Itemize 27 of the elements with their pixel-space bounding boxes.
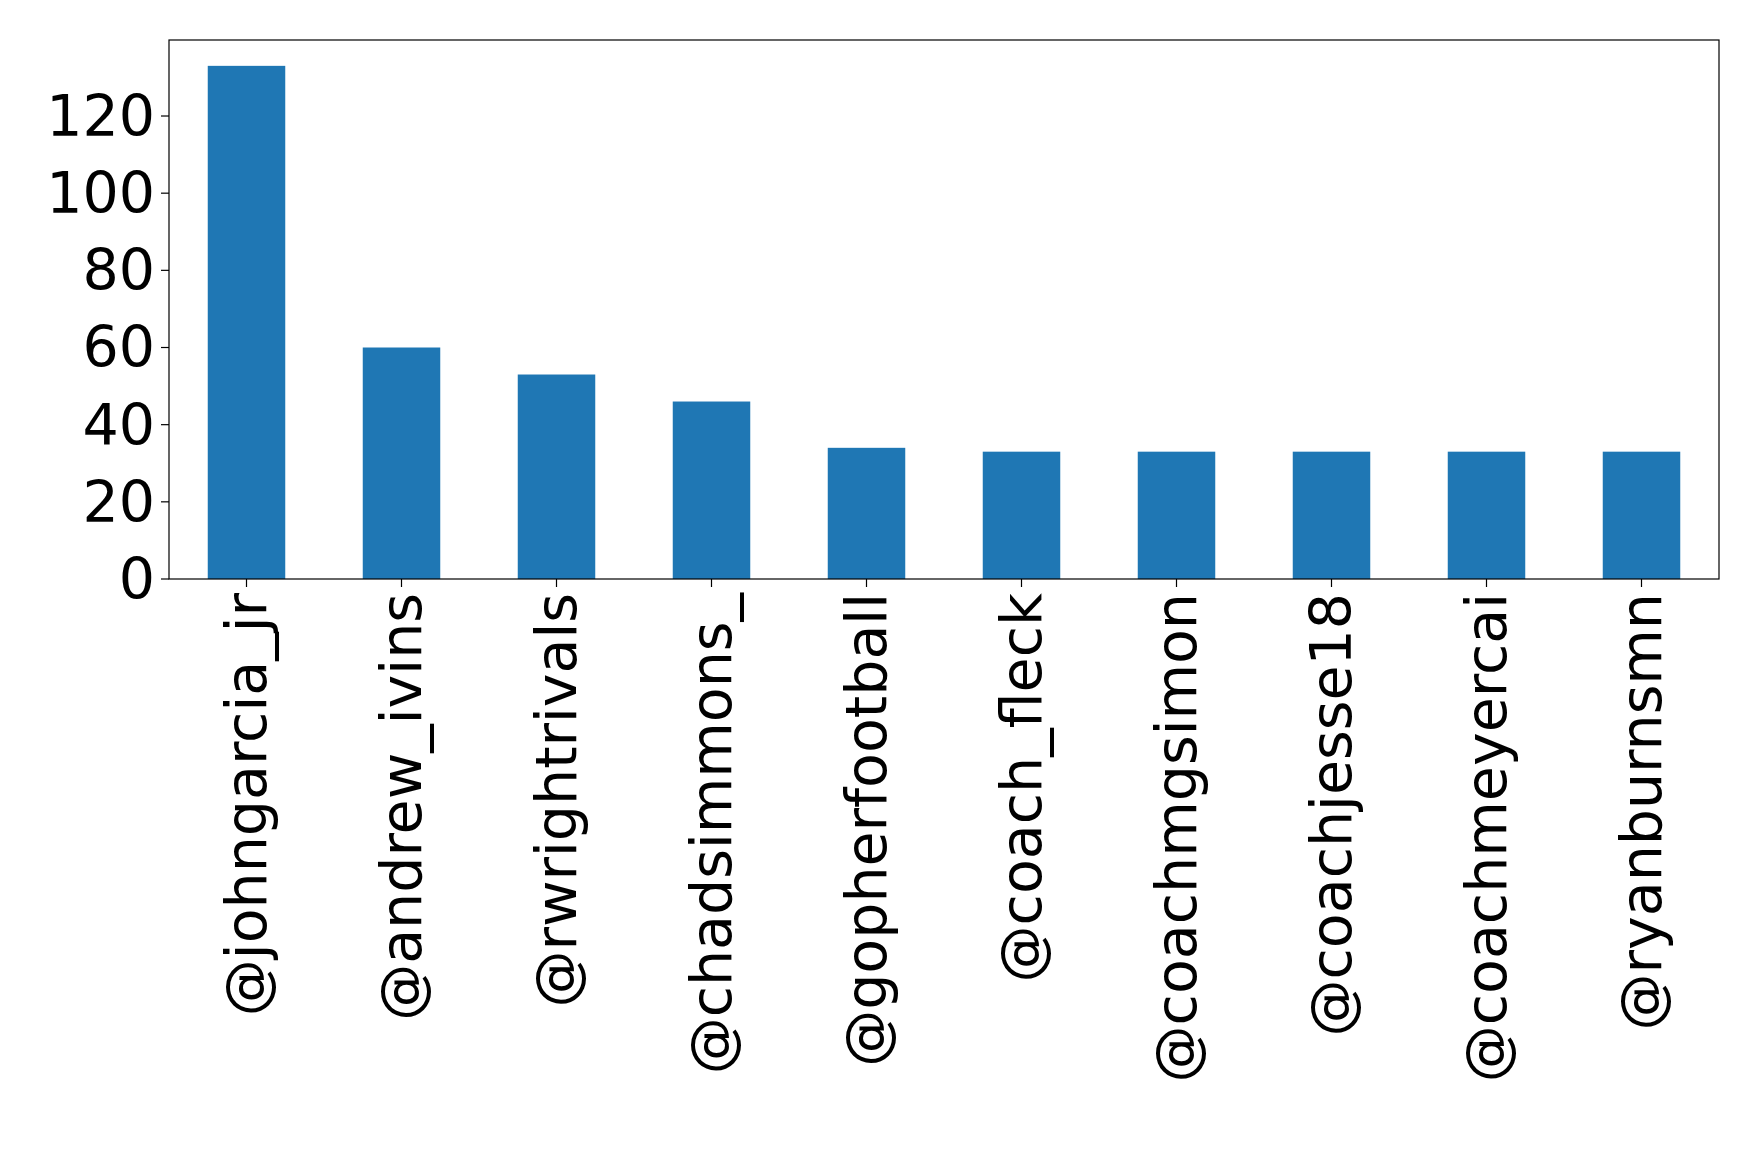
bar — [672, 401, 751, 579]
x-tick-label: @chadsimmons_ — [678, 591, 745, 1075]
bar — [362, 347, 441, 579]
y-tick-label: 80 — [82, 237, 155, 304]
x-tick-label: @johngarcia_jr — [213, 592, 280, 1017]
x-tick-label: @coachmeyercai — [1453, 593, 1520, 1083]
bar — [982, 451, 1061, 579]
y-tick-label: 100 — [46, 160, 155, 227]
bar — [517, 374, 596, 579]
bar — [1447, 451, 1526, 579]
bar — [1602, 451, 1681, 579]
y-tick-label: 20 — [82, 468, 155, 535]
y-tick-label: 60 — [82, 314, 155, 381]
x-tick-label: @coach_fleck — [988, 593, 1055, 983]
y-tick-label: 120 — [46, 82, 155, 149]
y-tick-label: 40 — [82, 391, 155, 458]
x-tick-label: @gopherfootball — [833, 593, 900, 1067]
y-tick-label: 0 — [118, 545, 155, 612]
x-tick-label: @coachjesse18 — [1298, 593, 1365, 1037]
bar — [207, 65, 286, 579]
x-tick-label: @ryanburnsmn — [1608, 593, 1675, 1031]
x-tick-label: @andrew_ivins — [368, 593, 435, 1021]
bar — [1292, 451, 1371, 579]
bar — [1137, 451, 1216, 579]
x-tick-label: @rwrightrivals — [523, 593, 590, 1008]
x-tick-label: @coachmgsimon — [1143, 593, 1210, 1083]
bar — [827, 447, 906, 579]
